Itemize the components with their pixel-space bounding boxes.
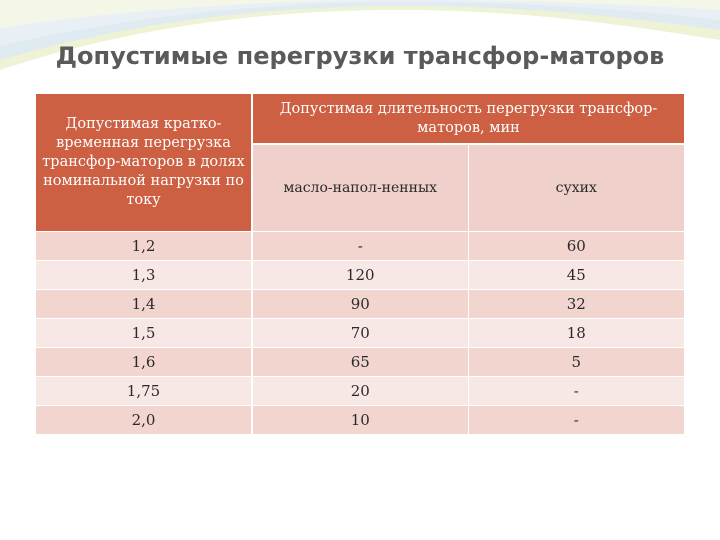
cell-dry: 18: [468, 318, 684, 348]
table-row: 1,5 70 18: [36, 318, 684, 348]
cell-load: 1,4: [36, 289, 253, 319]
cell-dry: 60: [468, 231, 684, 261]
cell-oil: 20: [252, 376, 469, 406]
decorative-swoosh: [0, 0, 720, 70]
cell-load: 1,6: [36, 347, 253, 377]
overload-table: Допустимая кратко-временная перегрузка т…: [36, 94, 684, 434]
cell-load: 1,2: [36, 231, 253, 261]
cell-dry: 45: [468, 260, 684, 290]
table-row: 1,3 120 45: [36, 260, 684, 290]
cell-load: 2,0: [36, 405, 253, 434]
page-title: Допустимые перегрузки трансфор-маторов: [55, 42, 665, 70]
table-row: 2,0 10 -: [36, 405, 684, 434]
cell-load: 1,5: [36, 318, 253, 348]
cell-load: 1,3: [36, 260, 253, 290]
cell-dry: 5: [468, 347, 684, 377]
cell-dry: -: [468, 376, 684, 406]
subheader-dry: сухих: [468, 143, 684, 232]
table-row: 1,6 65 5: [36, 347, 684, 377]
table-row: 1,75 20 -: [36, 376, 684, 406]
cell-load: 1,75: [36, 376, 253, 406]
cell-oil: 90: [252, 289, 469, 319]
header-duration: Допустимая длительность перегрузки транс…: [252, 94, 684, 144]
header-load-ratio: Допустимая кратко-временная перегрузка т…: [36, 94, 253, 232]
subheader-oil-filled: масло-напол-ненных: [252, 143, 469, 232]
cell-oil: 120: [252, 260, 469, 290]
cell-oil: 70: [252, 318, 469, 348]
cell-dry: 32: [468, 289, 684, 319]
table-row: 1,2 - 60: [36, 231, 684, 261]
table-row: 1,4 90 32: [36, 289, 684, 319]
cell-dry: -: [468, 405, 684, 434]
cell-oil: -: [252, 231, 469, 261]
cell-oil: 65: [252, 347, 469, 377]
cell-oil: 10: [252, 405, 469, 434]
